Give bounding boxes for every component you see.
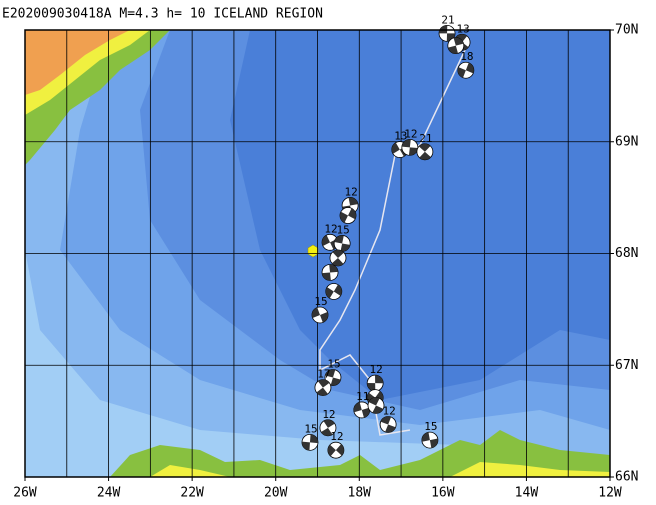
focal-mechanism bbox=[314, 379, 332, 397]
focal-mechanism bbox=[379, 416, 397, 433]
event-label: 15 bbox=[314, 295, 327, 308]
focal-mechanism bbox=[447, 37, 465, 55]
focal-mechanism bbox=[311, 306, 329, 324]
focal-mechanism bbox=[325, 283, 343, 300]
focal-mechanism bbox=[333, 235, 351, 252]
compression-quadrant bbox=[380, 416, 396, 433]
event-label: 12 bbox=[322, 408, 335, 421]
epicenter bbox=[307, 244, 319, 258]
event-label: 12 bbox=[382, 404, 395, 417]
focal-mechanism bbox=[321, 264, 339, 281]
lon-tick-label: 22W bbox=[180, 486, 204, 501]
event-label: 11 bbox=[356, 390, 369, 403]
lon-tick-label: 16W bbox=[431, 486, 455, 501]
lat-tick-label: 69N bbox=[615, 134, 638, 149]
event-label: 12 bbox=[344, 185, 357, 198]
event-label: 21 bbox=[419, 132, 432, 145]
event-label: 12 bbox=[324, 222, 337, 235]
focal-mechanism bbox=[353, 401, 371, 419]
compression-quadrant bbox=[367, 375, 384, 392]
compression-quadrant bbox=[401, 139, 418, 156]
compression-quadrant bbox=[353, 402, 370, 418]
compression-quadrant bbox=[327, 444, 344, 457]
event-label: 13 bbox=[456, 22, 469, 35]
lat-tick-label: 70N bbox=[615, 23, 638, 38]
event-label: 17 bbox=[317, 368, 330, 381]
event-label: 12 bbox=[370, 363, 383, 376]
focal-mechanism bbox=[329, 249, 347, 267]
event-label: 15 bbox=[337, 223, 350, 236]
lon-tick-label: 18W bbox=[348, 486, 372, 501]
event-label: 12 bbox=[404, 127, 417, 140]
compression-quadrant bbox=[334, 235, 351, 252]
compression-quadrant bbox=[340, 208, 357, 223]
focal-mechanism bbox=[324, 369, 342, 386]
lat-tick-label: 66N bbox=[615, 470, 638, 485]
focal-mechanism bbox=[457, 61, 475, 79]
iceland bbox=[150, 462, 610, 477]
compression-quadrant bbox=[418, 143, 431, 160]
event-label: 21 bbox=[441, 13, 454, 26]
lat-tick-label: 67N bbox=[615, 358, 638, 373]
event-label: 15 bbox=[304, 422, 317, 435]
compression-quadrant bbox=[312, 307, 329, 323]
focal-mechanism bbox=[327, 441, 345, 459]
focal-mechanism bbox=[416, 143, 434, 161]
event-label: 12 bbox=[330, 430, 343, 443]
map-title: E202009030418A M=4.3 h= 10 ICELAND REGIO… bbox=[2, 7, 323, 22]
event-label: 13 bbox=[394, 130, 407, 143]
lat-tick-label: 68N bbox=[615, 246, 638, 261]
compression-quadrant bbox=[331, 249, 344, 266]
event-label: 15 bbox=[327, 358, 340, 371]
compression-quadrant bbox=[421, 432, 438, 448]
event-label: 15 bbox=[424, 420, 437, 433]
compression-quadrant bbox=[448, 37, 464, 54]
focal-mechanism bbox=[366, 374, 384, 392]
focal-mechanism bbox=[401, 138, 419, 156]
lon-tick-label: 26W bbox=[13, 486, 37, 501]
focal-mechanism bbox=[421, 431, 439, 449]
lon-tick-label: 14W bbox=[515, 486, 539, 501]
grid bbox=[25, 30, 610, 477]
event-label: 18 bbox=[460, 50, 473, 63]
focal-mechanism bbox=[319, 419, 337, 437]
compression-quadrant bbox=[301, 434, 318, 451]
compression-quadrant bbox=[325, 369, 341, 386]
compression-quadrant bbox=[457, 62, 474, 78]
compression-quadrant bbox=[368, 397, 384, 414]
compression-quadrant bbox=[316, 379, 330, 396]
focal-mechanism bbox=[301, 433, 319, 451]
lon-tick-label: 24W bbox=[97, 486, 121, 501]
compression-quadrant bbox=[325, 284, 342, 299]
focal-mechanism bbox=[339, 207, 357, 224]
lon-tick-label: 20W bbox=[264, 486, 288, 501]
compression-quadrant bbox=[322, 264, 339, 281]
compression-quadrant bbox=[322, 235, 339, 250]
focal-mechanism bbox=[367, 397, 385, 414]
lon-tick-label: 12W bbox=[598, 486, 622, 501]
greenland bbox=[25, 30, 130, 95]
compression-quadrant bbox=[321, 419, 335, 436]
